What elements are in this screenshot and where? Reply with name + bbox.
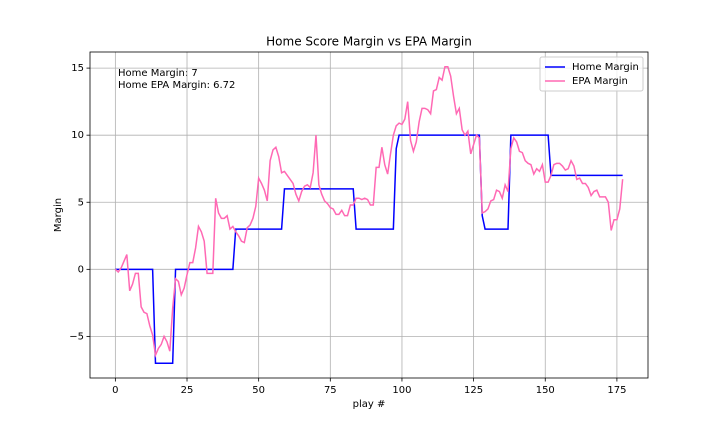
x-tick-label: 50 (252, 385, 265, 396)
y-tick-label: 5 (78, 197, 84, 208)
annotation: Home Margin: 7 (118, 68, 198, 79)
annotation: Home EPA Margin: 6.72 (118, 80, 235, 91)
x-tick-label: 175 (607, 385, 626, 396)
y-tick-label: 0 (78, 264, 84, 275)
y-tick-label: 15 (71, 63, 84, 74)
data-line (114, 66, 624, 358)
x-axis-label: play # (353, 399, 386, 410)
legend-label: EPA Margin (572, 76, 628, 87)
plot-frame (89, 51, 649, 379)
x-tick-label: 100 (392, 385, 411, 396)
data-line (115, 134, 623, 364)
y-tick-label: −5 (69, 331, 84, 342)
y-axis-label: Margin (53, 198, 64, 232)
chart-title: Home Score Margin vs EPA Margin (266, 35, 472, 49)
y-tick-label: 10 (71, 130, 84, 141)
x-tick-label: 25 (181, 385, 194, 396)
x-tick-label: 150 (536, 385, 555, 396)
legend-box (539, 56, 644, 92)
x-tick-label: 75 (324, 385, 337, 396)
legend-label: Home Margin (572, 62, 639, 73)
x-tick-label: 0 (112, 385, 118, 396)
x-tick-label: 125 (464, 385, 483, 396)
